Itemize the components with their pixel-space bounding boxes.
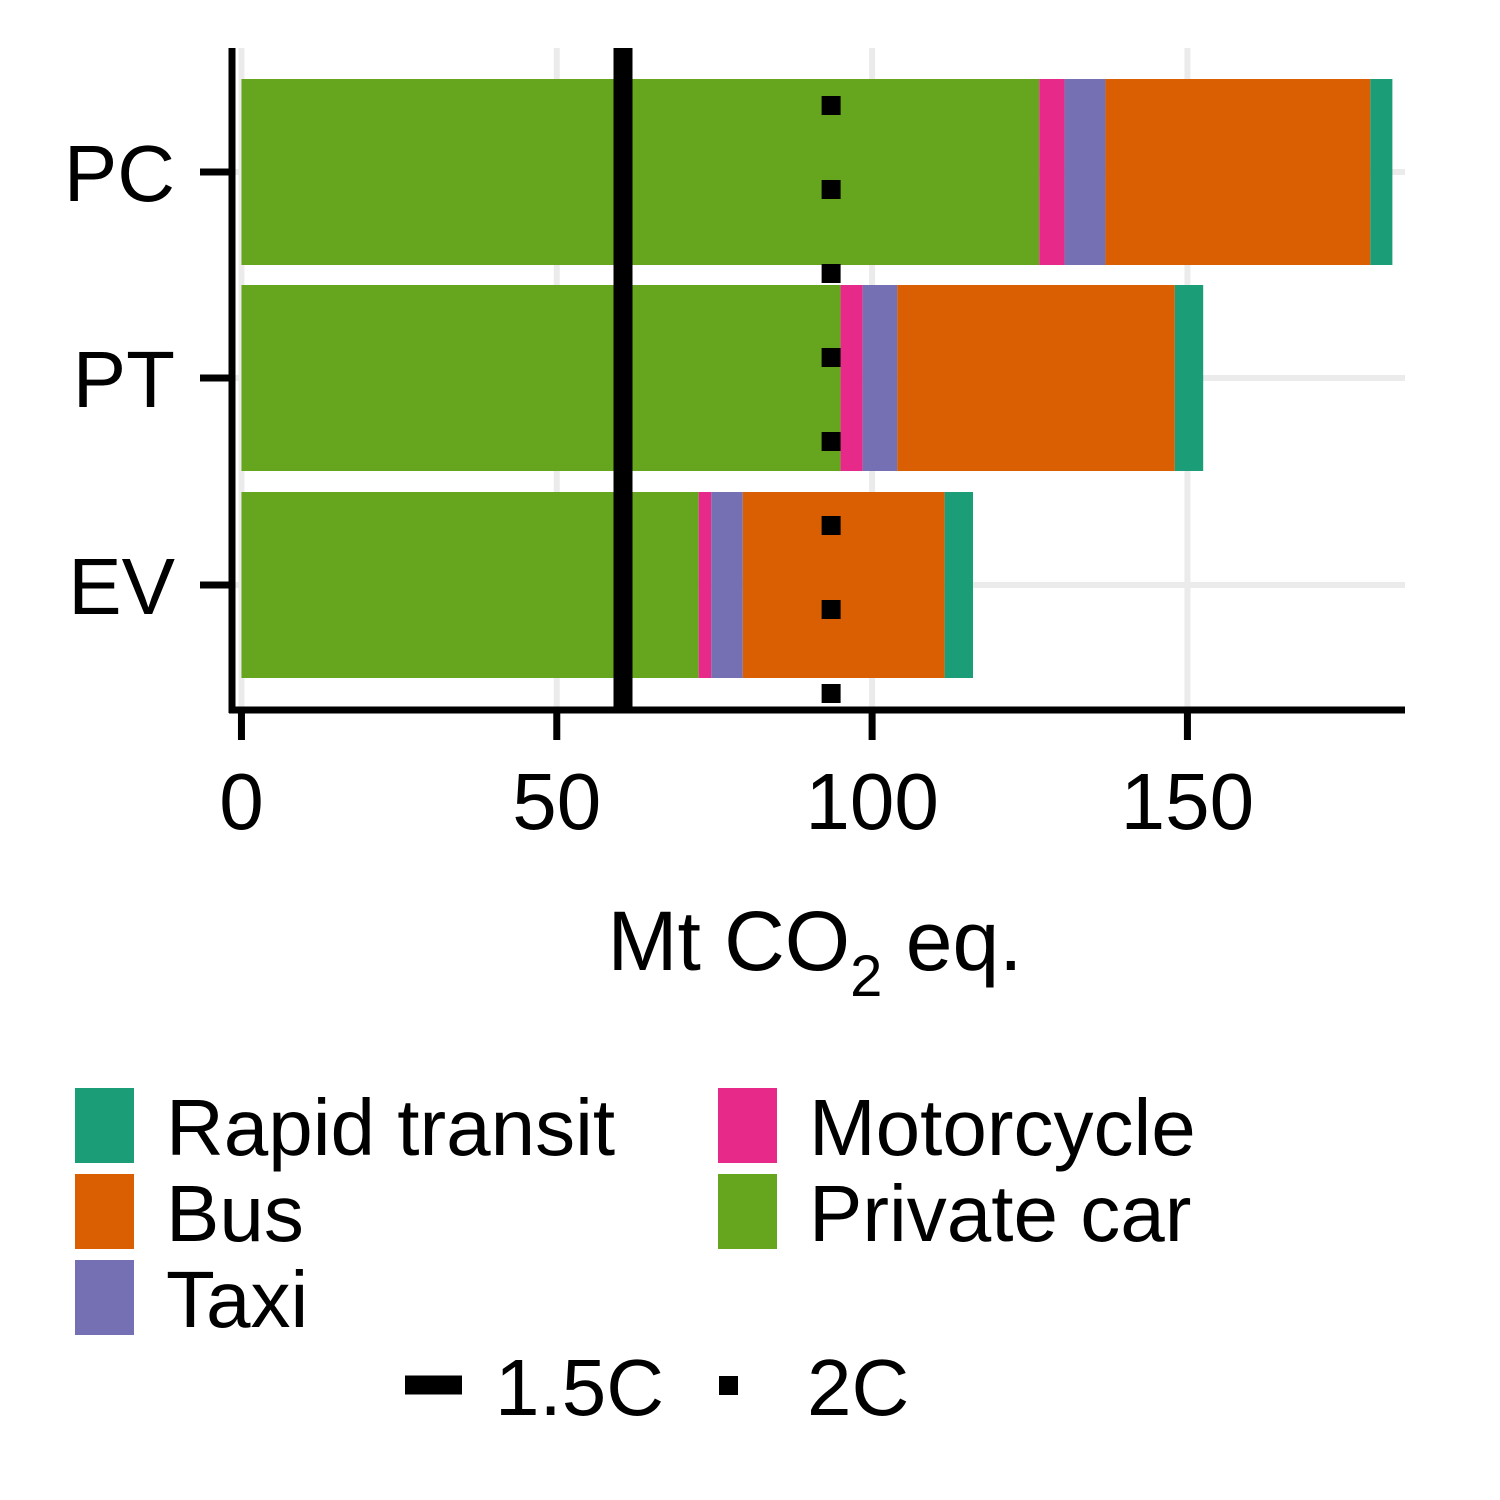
bar-private-car-pt — [241, 285, 841, 471]
bar-rapid-transit-pt — [1174, 285, 1204, 471]
legend-label-private-car: Private car — [809, 1169, 1191, 1258]
legend-swatch-taxi — [75, 1260, 134, 1335]
bar-rapid-transit-pc — [1370, 79, 1393, 265]
tick-labels: PC PT EV 0 50 100 150 — [64, 129, 1254, 846]
legend-label-2c: 2C — [807, 1343, 909, 1432]
x-axis-label-subscript: 2 — [850, 944, 882, 1009]
bar-motorcycle-ev — [698, 492, 712, 678]
x-tick-label: 50 — [512, 757, 601, 846]
bar-taxi-pc — [1064, 79, 1106, 265]
bar-bus-pc — [1105, 79, 1371, 265]
legend-reference-lines: 1.5C 2C — [405, 1343, 909, 1432]
bar-private-car-pc — [241, 79, 1040, 265]
bar-rapid-transit-ev — [944, 492, 974, 678]
bars — [241, 79, 1393, 678]
y-tick-label-pc: PC — [64, 129, 175, 218]
x-tick-label: 100 — [805, 757, 938, 846]
legend-key-dotted-line — [719, 1376, 738, 1395]
reference-lines — [613, 48, 841, 710]
bar-taxi-pt — [862, 285, 898, 471]
legend-label-motorcycle: Motorcycle — [809, 1083, 1196, 1172]
y-tick-label-ev: EV — [68, 542, 175, 631]
x-tick-label: 0 — [219, 757, 264, 846]
axes — [200, 48, 1405, 740]
legend-swatch-motorcycle — [718, 1088, 777, 1163]
bar-motorcycle-pt — [840, 285, 863, 471]
bar-taxi-ev — [711, 492, 743, 678]
x-axis-label-main: Mt CO — [607, 894, 850, 988]
bar-bus-pt — [897, 285, 1175, 471]
bar-motorcycle-pc — [1039, 79, 1065, 265]
legend-label-taxi: Taxi — [166, 1255, 308, 1344]
legend-swatch-rapid-transit — [75, 1088, 134, 1163]
x-tick-label: 150 — [1121, 757, 1254, 846]
y-tick-label-pt: PT — [73, 335, 175, 424]
legend-swatch-bus — [75, 1174, 134, 1249]
x-axis-label-suffix: eq. — [882, 894, 1022, 988]
legend-label-bus: Bus — [166, 1169, 304, 1258]
bar-bus-ev — [742, 492, 945, 678]
legend-swatch-private-car — [718, 1174, 777, 1249]
x-axis-label: Mt CO2 eq. — [607, 894, 1022, 1009]
legend-label-1-5c: 1.5C — [495, 1343, 664, 1432]
legend-label-rapid-transit: Rapid transit — [166, 1083, 615, 1172]
